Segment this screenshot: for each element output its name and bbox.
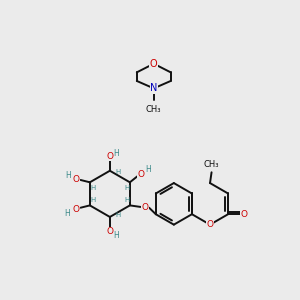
Text: H: H xyxy=(90,185,96,191)
Text: O: O xyxy=(138,170,145,179)
Text: H: H xyxy=(115,169,121,175)
Text: O: O xyxy=(241,210,248,219)
Text: H: H xyxy=(113,231,119,240)
Text: H: H xyxy=(113,148,119,158)
Text: H: H xyxy=(65,171,70,180)
Text: O: O xyxy=(150,59,158,69)
Text: H: H xyxy=(64,208,70,217)
Text: CH₃: CH₃ xyxy=(204,160,219,169)
Text: H: H xyxy=(115,212,121,218)
Text: O: O xyxy=(206,220,214,229)
Text: H: H xyxy=(145,165,151,174)
Text: H: H xyxy=(124,185,129,191)
Text: O: O xyxy=(106,227,113,236)
Text: O: O xyxy=(106,152,113,160)
Text: O: O xyxy=(73,205,80,214)
Text: CH₃: CH₃ xyxy=(146,104,161,113)
Text: H: H xyxy=(124,197,129,203)
Text: O: O xyxy=(73,175,80,184)
Text: N: N xyxy=(150,83,158,93)
Text: H: H xyxy=(90,197,96,203)
Text: O: O xyxy=(142,203,149,212)
